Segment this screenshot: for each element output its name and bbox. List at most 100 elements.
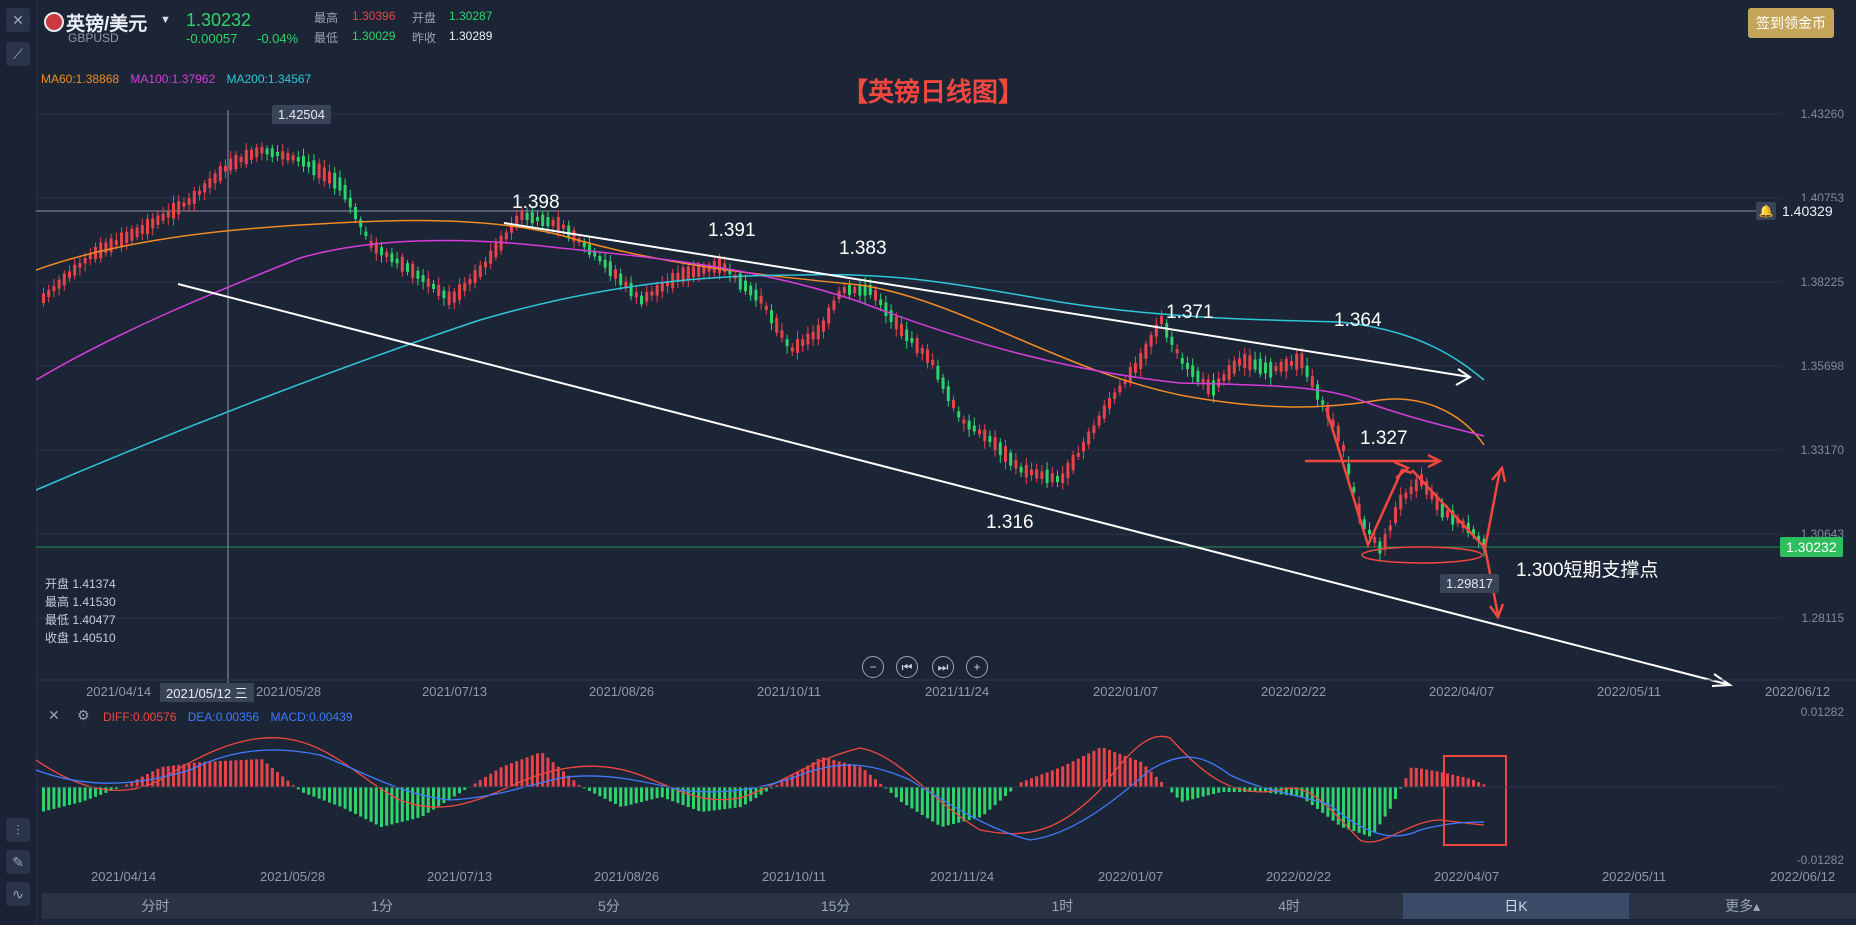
- candle-body: [1170, 336, 1174, 345]
- macd-bar: [962, 787, 966, 822]
- scroll-end-button[interactable]: ⏭: [932, 656, 954, 678]
- symbol-name[interactable]: 英镑/美元: [66, 14, 148, 35]
- macd-bar: [1108, 750, 1111, 787]
- candle-body: [785, 339, 789, 347]
- wave-icon[interactable]: ∿: [6, 882, 30, 906]
- candle-body: [68, 271, 71, 279]
- checkin-button[interactable]: 签到领金币: [1748, 8, 1834, 38]
- tab-5m[interactable]: 5分: [597, 898, 620, 914]
- macd-bar: [634, 787, 638, 804]
- macd-bar: [1394, 787, 1397, 799]
- macd-bar: [343, 787, 347, 809]
- macd-bar: [801, 768, 805, 787]
- candle-body: [1258, 358, 1262, 374]
- macd-bar: [1191, 787, 1195, 800]
- candle-body: [1160, 315, 1163, 325]
- macd-bar: [1144, 766, 1148, 787]
- macd-bar: [239, 760, 243, 787]
- candle-body: [1222, 374, 1226, 381]
- ma200-label: MA200:1.34567: [226, 72, 312, 86]
- macd-bar: [624, 787, 628, 806]
- candle-body: [832, 300, 836, 310]
- ma60-line: [36, 219, 1485, 446]
- macd-x-axis-label: 2022/05/11: [1602, 869, 1667, 884]
- main-chart[interactable]: [36, 0, 1856, 690]
- symbol-code: GBPUSD: [68, 31, 119, 45]
- candle-body: [889, 310, 893, 323]
- zoom-in-button[interactable]: +: [966, 656, 988, 678]
- candle-body: [1102, 405, 1106, 419]
- macd-x-axis-label: 2022/06/12: [1770, 869, 1836, 884]
- current-price-tag: 1.30232: [1780, 537, 1843, 557]
- macd-bar: [993, 787, 997, 806]
- macd-dea: DEA:0.00356: [187, 710, 260, 724]
- tab-4h[interactable]: 4时: [1278, 898, 1301, 914]
- candle-body: [1149, 334, 1153, 347]
- macd-bar: [125, 784, 129, 787]
- draw-line-icon[interactable]: ⟋: [6, 42, 30, 66]
- candle-body: [744, 280, 747, 292]
- macd-close-icon[interactable]: ✕: [48, 707, 60, 723]
- candle-body: [629, 282, 633, 297]
- macd-settings-icon[interactable]: ⚙: [77, 707, 90, 723]
- candle-body: [660, 282, 664, 292]
- macd-bar: [291, 785, 295, 787]
- macd-bar: [260, 759, 264, 787]
- candle-body: [1108, 398, 1111, 409]
- candle-body: [1342, 444, 1345, 452]
- candle-body: [1336, 425, 1340, 442]
- macd-x-axis-label: 2021/11/24: [930, 869, 995, 884]
- tab-more[interactable]: 更多▴: [1725, 898, 1761, 914]
- candle-body: [1451, 510, 1455, 525]
- close-icon[interactable]: ✕: [6, 8, 30, 32]
- price-change-pct: -0.04%: [257, 31, 299, 46]
- zoom-out-button[interactable]: −: [862, 656, 884, 678]
- y-axis-label: 1.33170: [1800, 443, 1844, 457]
- macd-bar: [484, 777, 487, 787]
- tab-1h[interactable]: 1时: [1051, 898, 1074, 914]
- scroll-start-button[interactable]: ⏮: [896, 656, 918, 678]
- pencil-icon[interactable]: ✎: [6, 850, 30, 874]
- x-axis-label: 2021/04/14: [86, 684, 152, 699]
- tab-daily[interactable]: 日K: [1402, 893, 1630, 919]
- candle-body: [411, 263, 415, 279]
- macd-bar: [775, 785, 779, 787]
- candle-body: [286, 152, 290, 161]
- candle-body: [1357, 503, 1361, 518]
- macd-bar: [338, 787, 342, 807]
- macd-bar: [499, 767, 503, 787]
- macd-bar: [1378, 787, 1382, 825]
- macd-y-bottom: -0.01282: [1796, 853, 1844, 867]
- tab-timeshare[interactable]: 分时: [141, 898, 170, 914]
- indicator-icon[interactable]: ⫶: [6, 818, 30, 842]
- macd-bar: [1331, 787, 1335, 821]
- candle-body: [692, 266, 695, 278]
- peak-price-tag: 1.42504: [272, 105, 331, 124]
- candle-body: [255, 147, 259, 158]
- candle-body: [1347, 463, 1351, 475]
- tab-15m[interactable]: 15分: [820, 898, 851, 914]
- candle-body: [796, 339, 799, 353]
- chevron-down-icon[interactable]: ▼: [160, 14, 171, 26]
- candle-body: [463, 282, 467, 291]
- annotation-1327: 1.327: [1360, 428, 1408, 449]
- macd-bar: [920, 787, 924, 815]
- macd-bar: [1373, 787, 1377, 833]
- candle-body: [1227, 365, 1231, 380]
- macd-bar: [598, 787, 602, 797]
- macd-bar: [510, 763, 513, 787]
- macd-bar: [894, 787, 898, 798]
- macd-bar: [317, 787, 321, 799]
- macd-bar: [1284, 787, 1288, 796]
- macd-bar: [1030, 778, 1033, 787]
- macd-bar: [905, 787, 909, 806]
- lower-arrowhead: [1711, 673, 1733, 687]
- bell-icon[interactable]: 🔔: [1756, 202, 1776, 220]
- macd-bar: [192, 762, 196, 787]
- candle-body: [364, 231, 368, 237]
- x-axis-label: 2022/06/12: [1765, 684, 1831, 699]
- macd-bar: [286, 780, 290, 787]
- annotation-1391: 1.391: [708, 220, 756, 241]
- tab-1m[interactable]: 1分: [371, 898, 394, 914]
- macd-bar: [562, 771, 565, 787]
